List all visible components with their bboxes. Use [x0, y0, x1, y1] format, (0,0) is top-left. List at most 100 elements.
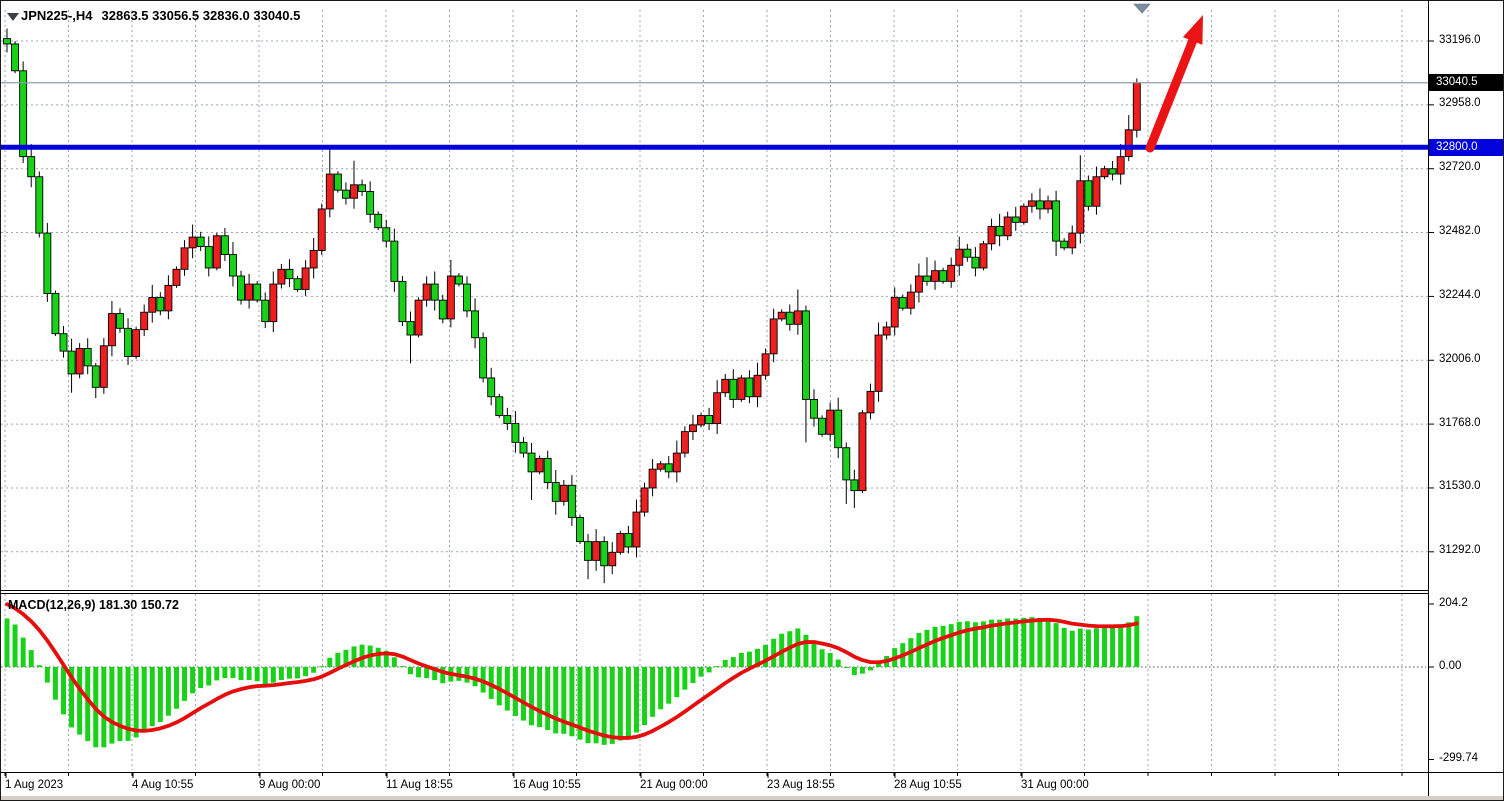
candle-body [697, 415, 705, 426]
ohlc-quote-label: 32863.5 33056.5 32836.0 33040.5 [101, 8, 301, 23]
macd-histogram-bar [359, 644, 365, 667]
candle-body [438, 299, 447, 320]
macd-histogram-bar [101, 667, 107, 748]
macd-histogram-bar [859, 667, 865, 674]
candle-body [309, 250, 318, 269]
macd-histogram-bar [173, 667, 179, 709]
macd-histogram-bar [1053, 623, 1059, 667]
macd-histogram-bar [658, 667, 664, 710]
candle-body [737, 377, 746, 400]
macd-histogram-bar [1110, 626, 1116, 667]
macd-histogram-bar [706, 667, 712, 673]
candle-body [229, 254, 237, 277]
candle-body [567, 484, 576, 518]
macd-histogram-bar [1069, 630, 1075, 667]
candle-body [471, 310, 480, 339]
candle-body [124, 327, 133, 357]
macd-histogram-bar [1013, 618, 1019, 667]
candle-body [834, 409, 843, 449]
candle-body [1068, 232, 1077, 249]
candle-body [777, 311, 786, 320]
trend-arrow-head[interactable] [1182, 15, 1203, 45]
macd-histogram-bar [569, 667, 575, 737]
macd-histogram-bar [464, 667, 470, 683]
macd-histogram-bar [738, 652, 744, 667]
price-axis[interactable]: 33040.5 32800.0 33196.0 32958.0 32720.0 324… [1429, 1, 1503, 797]
candle-body [67, 350, 76, 375]
macd-histogram-bar [537, 667, 543, 728]
price-tick-label: 31292.0 [1439, 544, 1481, 557]
price-tick-label: 32482.0 [1439, 225, 1481, 238]
macd-histogram-bar [504, 667, 510, 711]
time-tick-label: 16 Aug 10:55 [513, 779, 581, 791]
symbol-dropdown-icon[interactable] [7, 13, 19, 21]
candle-body [358, 184, 367, 192]
candle-body [164, 284, 173, 312]
macd-histogram-bar [940, 625, 946, 667]
macd-histogram-bar [424, 667, 430, 679]
macd-histogram-bar [932, 626, 938, 667]
macd-histogram-bar [561, 667, 567, 734]
time-tick-label: 23 Aug 18:55 [767, 779, 835, 791]
macd-histogram-bar [36, 665, 42, 667]
macd-histogram-bar [165, 667, 171, 716]
macd-histogram-bar [972, 622, 978, 667]
macd-histogram-bar [964, 621, 970, 667]
macd-histogram-bar [222, 667, 228, 678]
candle-body [277, 268, 286, 285]
candle-body [1044, 200, 1052, 210]
candle-body [285, 268, 294, 280]
candle-body [745, 377, 754, 398]
candle-body [995, 225, 1004, 237]
candle-body [487, 377, 496, 398]
candle-body [559, 484, 568, 502]
price-tick-label: 31530.0 [1439, 480, 1481, 493]
candle-body [463, 283, 471, 312]
candle-body [858, 412, 867, 492]
level-price-tag: 32800.0 [1429, 138, 1503, 156]
macd-histogram-bar [472, 667, 478, 687]
macd-histogram-bar [85, 667, 91, 742]
macd-histogram-bar [190, 667, 196, 694]
candle-body [430, 283, 439, 301]
candle-body [495, 396, 504, 416]
candle-body [503, 415, 512, 425]
candle-body [914, 275, 923, 293]
macd-histogram-bar [496, 667, 502, 706]
trend-arrow-shaft[interactable] [1145, 30, 1200, 153]
candle-body [220, 235, 229, 256]
candle-body [237, 275, 245, 301]
annotations [1133, 3, 1203, 153]
candle-body [1036, 200, 1044, 210]
macd-histogram-bar [997, 619, 1003, 667]
time-tick-label: 4 Aug 10:55 [132, 779, 194, 791]
symbol-timeframe-label: JPN225-,H4 [21, 8, 93, 23]
macd-histogram-bar [795, 628, 801, 667]
candle-body [3, 38, 11, 45]
candle-body [680, 431, 689, 454]
candle-body [664, 463, 673, 473]
time-axis[interactable]: 1 Aug 2023 4 Aug 10:55 9 Aug 00:00 11 Aug 1… [1, 773, 1503, 797]
candle-body [382, 227, 391, 242]
candle-body [59, 333, 68, 352]
macd-histogram-bar [1037, 618, 1043, 667]
macd-scale-label: 204.2 [1439, 596, 1468, 609]
candle-body [624, 533, 633, 548]
candle-body [842, 447, 851, 481]
candle-body [874, 334, 883, 392]
macd-histogram-bar [924, 629, 930, 667]
macd-histogram-bar [286, 667, 292, 679]
macd-histogram-bar [512, 667, 518, 716]
candle-body [317, 208, 326, 251]
candle-body [180, 247, 189, 270]
macd-histogram-bar [327, 657, 333, 667]
macd-histogram-bar [666, 667, 672, 704]
candle-body [866, 390, 875, 414]
candle-body [188, 236, 197, 249]
candle-body [527, 452, 536, 473]
macd-histogram-bar [730, 657, 736, 667]
macd-histogram-bar [876, 662, 882, 667]
macd-histogram-bar [343, 649, 349, 667]
